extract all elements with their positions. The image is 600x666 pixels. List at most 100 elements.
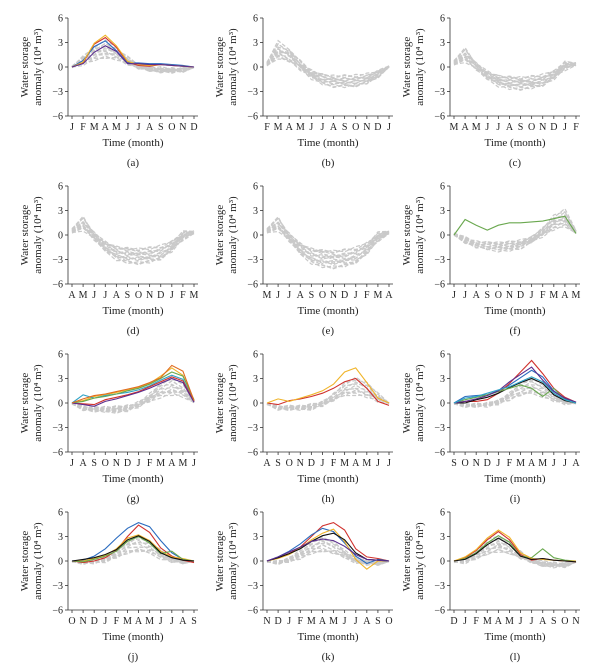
x-axis-title: Time (month) [102,137,163,149]
panel-label: (e) [322,325,335,337]
panel-label: (k) [322,651,335,663]
x-tick-label: J [496,122,500,133]
x-tick-label: D [157,290,164,301]
series-line [71,364,195,404]
background-series-line [71,390,195,413]
x-tick-label: M [329,616,338,627]
x-tick-label: S [309,290,315,301]
background-series-line [71,226,195,252]
background-series-line [453,46,577,91]
series-line [453,384,577,404]
background-series-line [266,383,390,410]
x-tick-label: N [113,458,120,469]
x-tick-label: O [102,458,109,469]
y-tick-label: 0 [440,399,445,410]
x-tick-label: J [563,122,567,133]
x-tick-label: S [275,458,281,469]
x-tick-label: J [170,290,174,301]
y-tick-label: 3 [58,206,63,217]
x-tick-label: S [342,122,348,133]
x-tick-label: J [321,122,325,133]
background-series-line [453,379,577,408]
y-tick-label: 3 [253,206,258,217]
x-tick-label: A [146,122,154,133]
x-tick-label: N [297,458,304,469]
y-tick-label: 3 [253,532,258,543]
background-series-line [71,535,195,564]
x-tick-label: J [463,290,467,301]
x-tick-label: J [387,122,391,133]
x-tick-label: O [135,290,142,301]
x-tick-label: N [572,616,579,627]
y-tick-label: 6 [58,14,63,25]
x-tick-label: M [538,458,547,469]
x-tick-label: J [70,458,74,469]
x-tick-label: O [528,122,535,133]
y-tick-label: 0 [440,63,445,74]
x-tick-label: F [540,290,546,301]
y-tick-label: 3 [58,38,63,49]
x-tick-label: J [192,458,196,469]
x-tick-label: O [319,290,326,301]
x-tick-label: N [146,290,153,301]
x-tick-label: J [92,290,96,301]
x-tick-label: M [296,122,305,133]
background-series-line [453,217,577,245]
background-series-line [71,217,195,255]
x-tick-label: A [363,616,371,627]
x-tick-label: F [507,458,513,469]
background-series-line [71,227,195,255]
panel-label: (h) [322,493,335,505]
x-tick-label: J [137,458,141,469]
panel-label: (a) [127,157,140,169]
x-tick-label: J [496,458,500,469]
x-tick-label: S [375,616,381,627]
panel-label: (l) [510,651,521,663]
y-tick-label: −3 [52,581,63,592]
x-tick-label: J [287,290,291,301]
x-tick-label: S [191,616,197,627]
series-line [454,377,577,404]
y-axis-title-line2: anomaly (10⁴ m³) [227,196,239,274]
x-tick-label: M [483,616,492,627]
background-series-line [453,392,577,408]
y-tick-label: −6 [434,448,445,459]
y-tick-label: 6 [58,350,63,361]
x-tick-label: M [112,122,121,133]
series-line [71,535,195,562]
series-line [71,535,195,563]
series-line [71,374,195,404]
x-tick-label: N [179,122,186,133]
x-tick-label: J [287,616,291,627]
y-tick-label: 6 [440,14,445,25]
x-axis-title: Time (month) [297,631,358,643]
x-tick-label: J [563,458,567,469]
y-tick-label: 6 [440,508,445,519]
x-tick-label: N [539,122,546,133]
x-tick-label: S [518,122,524,133]
x-tick-label: M [190,290,199,301]
x-tick-label: N [263,616,270,627]
background-series-line [71,546,195,565]
series-line [453,215,577,236]
x-tick-label: A [528,458,536,469]
x-tick-label: D [517,290,524,301]
background-series-line [453,52,577,84]
x-tick-label: M [362,458,371,469]
x-tick-label: J [137,122,141,133]
y-tick-label: −6 [434,112,445,123]
y-axis-title-line1: Water storage [214,373,226,434]
x-tick-label: M [340,458,349,469]
panel-label: (b) [322,157,335,169]
y-axis-title-line1: Water storage [401,205,413,266]
x-tick-label: J [463,616,467,627]
series-line [71,521,195,562]
x-tick-label: A [561,290,569,301]
background-series-line [453,550,577,567]
x-axis-title: Time (month) [484,305,545,317]
x-tick-label: D [484,458,491,469]
